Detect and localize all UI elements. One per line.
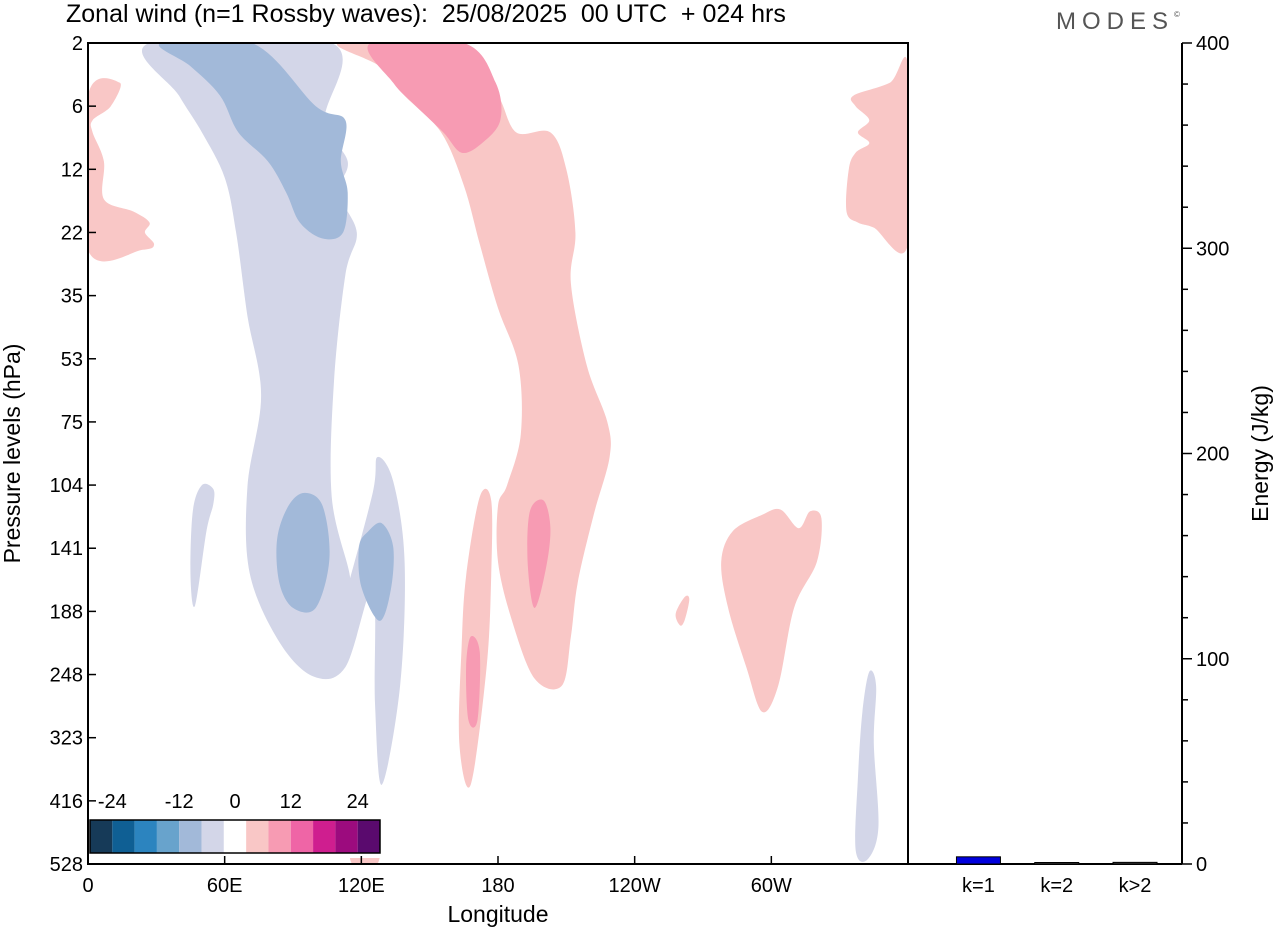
y-tick-label: 416	[50, 791, 83, 813]
energy-tick-label: 100	[1196, 649, 1229, 671]
y-tick-label: 248	[50, 665, 83, 687]
contour-neg-mid-inner	[276, 492, 330, 613]
contour-pos-small-dot	[675, 595, 690, 626]
colorbar-swatch	[179, 820, 202, 853]
colorbar-frame	[89, 819, 381, 854]
brand-logo: MODES©	[1056, 8, 1180, 36]
contour-neg-upper-inner	[158, 43, 348, 240]
y-tick-label: 323	[50, 728, 83, 750]
y-axis-title: Pressure levels (hPa)	[0, 344, 25, 564]
x-axis-title: Longitude	[447, 901, 548, 927]
x-tick-label: 120W	[609, 875, 661, 897]
contour-pos-mid-inner	[527, 499, 551, 608]
contour-neg-east	[855, 670, 879, 862]
y-tick-label: 2	[72, 33, 83, 55]
colorbar-swatch	[134, 820, 157, 853]
colorbar-swatch	[246, 820, 269, 853]
colorbar-swatch	[90, 820, 113, 853]
energy-category-label: k=1	[962, 875, 995, 897]
colorbar-label: -12	[165, 791, 194, 813]
contour-neg-small	[190, 483, 215, 608]
contour-pos-east-upper	[846, 56, 908, 254]
contour-layer	[88, 43, 908, 864]
y-tick-label: 528	[50, 854, 83, 876]
colorbar-swatch	[313, 820, 336, 853]
y-tick-label: 22	[61, 222, 83, 244]
colorbar-swatch	[268, 820, 291, 853]
y-tick-label: 12	[61, 159, 83, 181]
chart-title: Zonal wind (n=1 Rossby waves): 25/08/202…	[66, 0, 786, 28]
brand-text: MODES	[1056, 8, 1175, 35]
x-tick-label: 0	[82, 875, 93, 897]
y-tick-label: 141	[50, 538, 83, 560]
energy-category-label: k>2	[1119, 875, 1152, 897]
energy-bar-k=1	[955, 856, 1001, 865]
colorbar-swatch	[112, 820, 135, 853]
contour-pos-lower-band	[458, 488, 493, 788]
colorbar-swatch	[290, 820, 314, 853]
energy-tick-label: 300	[1196, 238, 1229, 260]
y-tick-label: 75	[61, 412, 83, 434]
energy-tick-label: 400	[1196, 33, 1229, 55]
energy-bar-k=2	[1034, 862, 1080, 865]
contour-pos-west-upper	[88, 78, 155, 262]
energy-category-label: k=2	[1040, 875, 1073, 897]
colorbar-swatch	[335, 820, 358, 853]
x-tick-label: 60W	[751, 875, 792, 897]
x-tick-label: 120E	[338, 875, 385, 897]
colorbar-label: 24	[347, 791, 369, 813]
colorbar-swatch	[156, 820, 180, 853]
energy-bars: k=1 k=2 k>2	[955, 856, 1158, 897]
energy-axis-title: Energy (J/kg)	[1247, 385, 1273, 522]
y-tick-label: 104	[50, 475, 83, 497]
contour-pos-lower-inner	[465, 635, 481, 728]
contour-pos-east-mid	[721, 508, 822, 713]
colorbar-swatch	[357, 820, 380, 853]
colorbar: -24 -12 0 12 24	[88, 786, 382, 858]
colorbar-label: -24	[98, 791, 127, 813]
contour-pos-band-upper-inner	[367, 43, 502, 154]
brand-mark: ©	[1174, 10, 1180, 19]
x-tick-label: 60E	[207, 875, 243, 897]
x-tick-label: 180	[481, 875, 514, 897]
contour-neg-mid-inner-2	[358, 522, 394, 621]
y-tick-label: 35	[61, 286, 83, 308]
energy-tick-label: 200	[1196, 444, 1229, 466]
energy-bar-k>2	[1112, 861, 1158, 865]
energy-tick-label: 0	[1196, 854, 1207, 876]
colorbar-label: 12	[280, 791, 302, 813]
y-tick-label: 188	[50, 601, 83, 623]
colorbar-label: 0	[229, 791, 240, 813]
colorbar-swatch	[201, 820, 224, 853]
y-tick-label: 6	[72, 96, 83, 118]
y-tick-label: 53	[61, 349, 83, 371]
colorbar-swatch	[223, 820, 247, 853]
